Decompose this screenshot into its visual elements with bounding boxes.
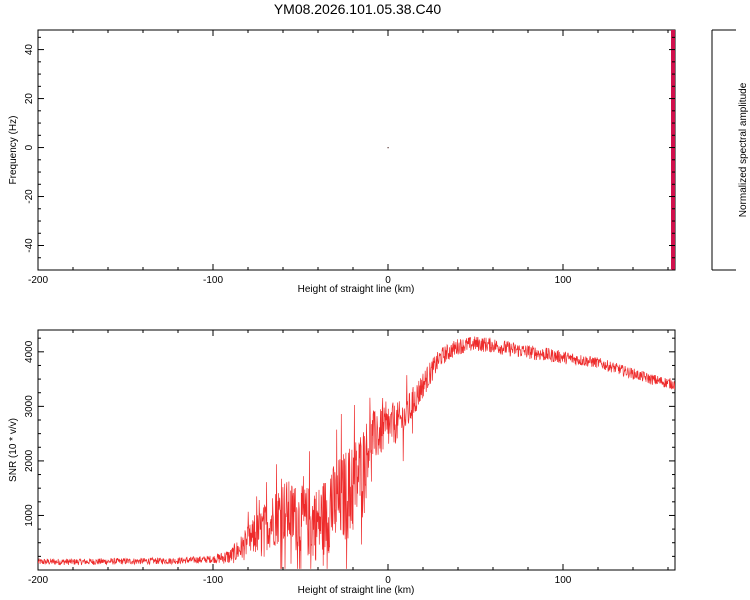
- spectrogram-y-tick-label: 20: [24, 93, 35, 105]
- spectrogram-y-tick-label: 0: [24, 144, 35, 150]
- snr-y-axis-label: SNR (10 * v/v): [8, 418, 19, 482]
- spectrogram-x-tick-label: 0: [385, 275, 391, 286]
- snr-x-tick-label: -100: [203, 575, 223, 586]
- spectrogram-edge-strip: [671, 30, 675, 270]
- snr-x-tick-label: 100: [555, 575, 572, 586]
- snr-plot-area: [37, 329, 676, 571]
- spectrogram-y-tick-label: -20: [24, 189, 35, 204]
- spectrogram-y-tick-label: -40: [24, 238, 35, 253]
- snr-panel: -200 -100 0 100 1000 2000 3000 4000 Height of s…: [8, 329, 676, 596]
- spectrogram-x-tick-label: -200: [28, 275, 48, 286]
- spectrogram-x-tick-label: 100: [555, 275, 572, 286]
- snr-y-tick-label: 1000: [24, 504, 35, 527]
- spectrogram-point: [387, 147, 389, 149]
- snr-y-tick-label: 2000: [24, 449, 35, 472]
- snr-x-tick-label: -200: [28, 575, 48, 586]
- chart-title: YM08.2026.101.05.38.C40: [273, 1, 442, 17]
- snr-y-tick-label: 3000: [24, 395, 35, 418]
- snr-ticks: -200 -100 0 100 1000 2000 3000 4000: [24, 330, 675, 586]
- spectrogram-y-axis-label: Frequency (Hz): [8, 116, 19, 185]
- snr-series-group: [38, 336, 675, 569]
- spectrogram-y-tick-label: 40: [24, 44, 35, 56]
- snr-series-line: [38, 336, 675, 569]
- colorbar: Normalized spectral amplitude: [711, 29, 749, 271]
- spectrogram-x-tick-label: -100: [203, 275, 223, 286]
- spectrogram-plot-area: [37, 29, 676, 271]
- colorbar-label: Normalized spectral amplitude: [738, 82, 749, 217]
- snr-y-tick-label: 4000: [24, 340, 35, 363]
- spectrogram-points: [387, 147, 389, 149]
- snr-x-axis-label: Height of straight line (km): [298, 585, 415, 596]
- spectrogram-x-axis-label: Height of straight line (km): [298, 284, 415, 295]
- snr-x-tick-label: 0: [385, 575, 391, 586]
